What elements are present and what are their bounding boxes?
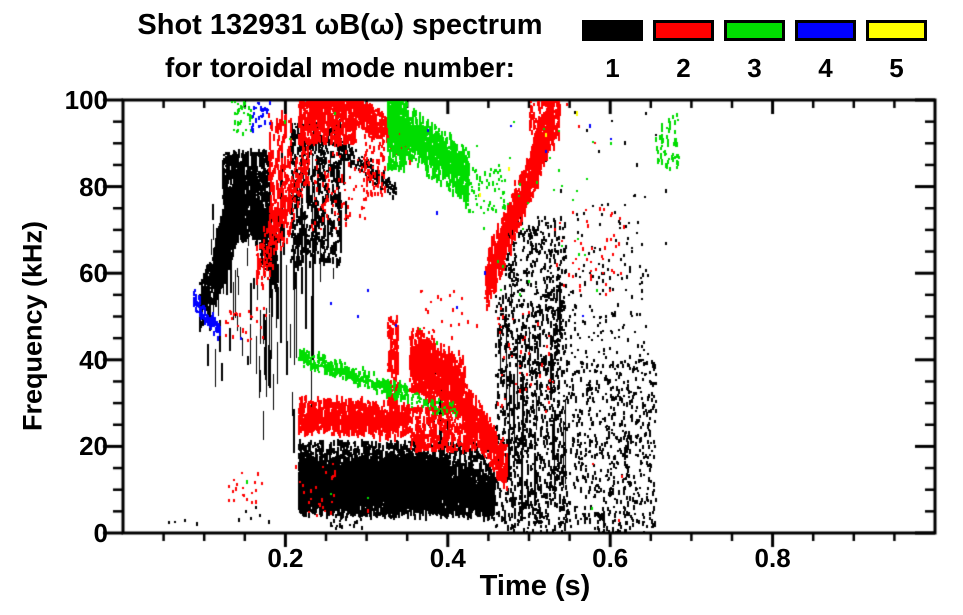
x-axis-title: Time (s)	[479, 570, 591, 602]
legend-label-mode-3: 3	[747, 53, 762, 83]
legend-item-2: 2	[653, 20, 714, 82]
y-tick-label-60: 60	[79, 258, 108, 289]
y-tick-label-100: 100	[64, 85, 108, 115]
legend-label-mode-5: 5	[889, 53, 904, 83]
legend-swatch-mode-5	[866, 20, 927, 41]
mode-number-legend: 1 2 3 4 5	[582, 20, 927, 82]
legend-item-3: 3	[724, 20, 785, 82]
x-tick-label-0.6: 0.6	[592, 543, 629, 573]
y-tick-label-20: 20	[79, 431, 108, 462]
y-axis-title: Frequency (kHz)	[17, 220, 48, 432]
x-tick-label-0.8: 0.8	[754, 543, 791, 573]
legend-item-5: 5	[866, 20, 927, 82]
legend-label-mode-1: 1	[605, 53, 620, 83]
legend-swatch-mode-1	[582, 20, 643, 41]
legend-swatch-mode-2	[653, 20, 714, 41]
legend-swatch-mode-3	[724, 20, 785, 41]
y-tick-label-80: 80	[79, 171, 108, 202]
legend-label-mode-2: 2	[676, 53, 691, 83]
chart-title-line2: for toroidal mode number:	[165, 52, 515, 83]
x-tick-label-0.2: 0.2	[267, 543, 304, 573]
legend-item-4: 4	[795, 20, 856, 82]
x-tick-label-0.4: 0.4	[429, 543, 466, 573]
chart-title-line1: Shot 132931 ωB(ω) spectrum	[137, 9, 543, 41]
legend-label-mode-4: 4	[818, 53, 833, 83]
legend-item-1: 1	[582, 20, 643, 82]
y-tick-label-40: 40	[79, 344, 108, 375]
legend-swatch-mode-4	[795, 20, 856, 41]
y-tick-label-0: 0	[93, 518, 108, 548]
chart-title: Shot 132931 ωB(ω) spectrum for toroidal …	[80, 3, 600, 89]
